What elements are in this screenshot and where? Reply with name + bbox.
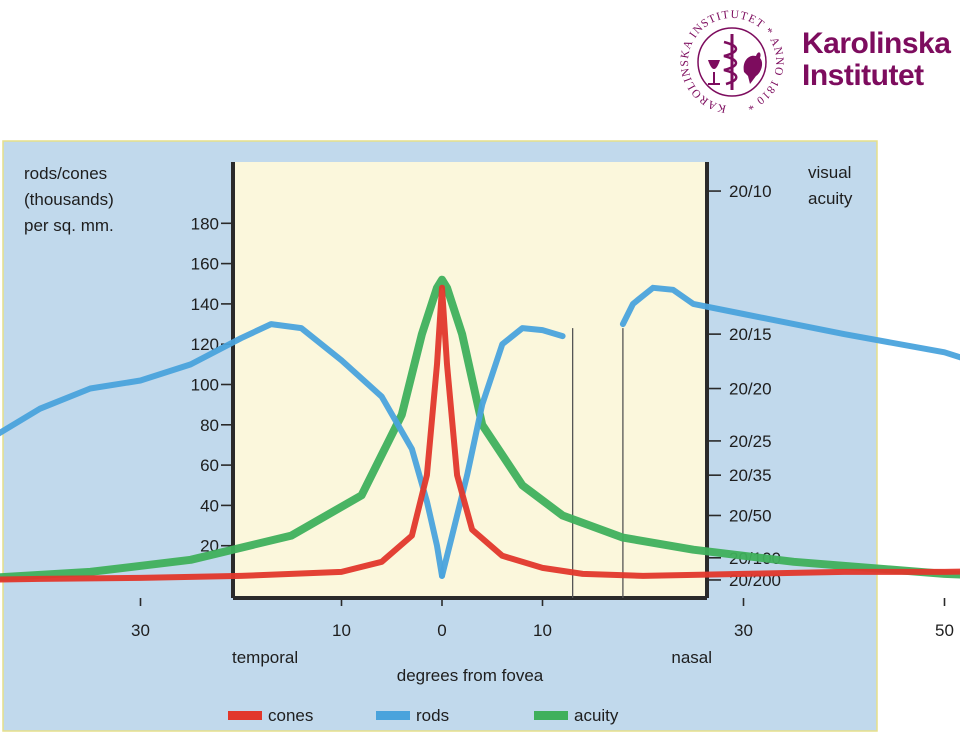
y-right-tick-label-0: 20/10	[729, 182, 772, 201]
y-left-tick-label-40: 40	[200, 496, 219, 515]
y-right-tick-label-2: 20/20	[729, 380, 772, 399]
cones-series-line-0	[0, 284, 960, 583]
x-tick-label-2: 30	[131, 621, 150, 640]
legend-label-rods: rods	[416, 706, 449, 725]
y-left-tick-label-100: 100	[191, 376, 219, 395]
y-left-tick-label-180: 180	[191, 214, 219, 233]
x-axis-label: degrees from fovea	[397, 666, 544, 685]
institution-name-line1: Karolinska	[802, 27, 951, 60]
y-left-label-line-0: rods/cones	[24, 164, 107, 183]
legend-swatch-cones	[228, 711, 262, 720]
rods-series-line-1	[439, 325, 566, 579]
y-left-label-line-1: (thousands)	[24, 190, 114, 209]
institution-name-line2: Institutet	[802, 59, 924, 92]
institution-name: Karolinska Institutet	[802, 27, 951, 92]
y-right-tick-label-3: 20/25	[729, 432, 772, 451]
y-left-tick-label-80: 80	[200, 416, 219, 435]
legend-swatch-rods	[376, 711, 410, 720]
y-left-label-line-2: per sq. mm.	[24, 216, 114, 235]
acuity-series-line-0	[0, 275, 960, 582]
y-right-tick-label-4: 20/35	[729, 466, 772, 485]
legend-label-acuity: acuity	[574, 706, 619, 725]
y-left-tick-label-140: 140	[191, 295, 219, 314]
y-right-tick-label-5: 20/50	[729, 506, 772, 525]
rods-series-line-2	[619, 284, 960, 361]
x-tick-label-7: 50	[935, 621, 954, 640]
y-right-label-line-0: visual	[808, 163, 851, 182]
institution-logo: KAROLINSKA INSTITUTET * ANNO 1810 * Karo…	[668, 2, 958, 122]
institution-seal: KAROLINSKA INSTITUTET * ANNO 1810 *	[679, 9, 784, 115]
y-left-tick-label-160: 160	[191, 255, 219, 274]
legend-swatch-acuity	[534, 711, 568, 720]
x-tick-label-3: 10	[332, 621, 351, 640]
y-right-label-line-1: acuity	[808, 189, 853, 208]
x-tick-label-6: 30	[734, 621, 753, 640]
x-tick-label-5: 10	[533, 621, 552, 640]
x-right-label: nasal	[671, 648, 712, 667]
y-left-tick-label-120: 120	[191, 335, 219, 354]
x-tick-label-4: 0	[437, 621, 446, 640]
y-left-tick-label-60: 60	[200, 456, 219, 475]
y-right-tick-label-1: 20/15	[729, 325, 772, 344]
rods-series-line-0	[0, 321, 445, 579]
x-left-label: temporal	[232, 648, 298, 667]
legend-label-cones: cones	[268, 706, 313, 725]
